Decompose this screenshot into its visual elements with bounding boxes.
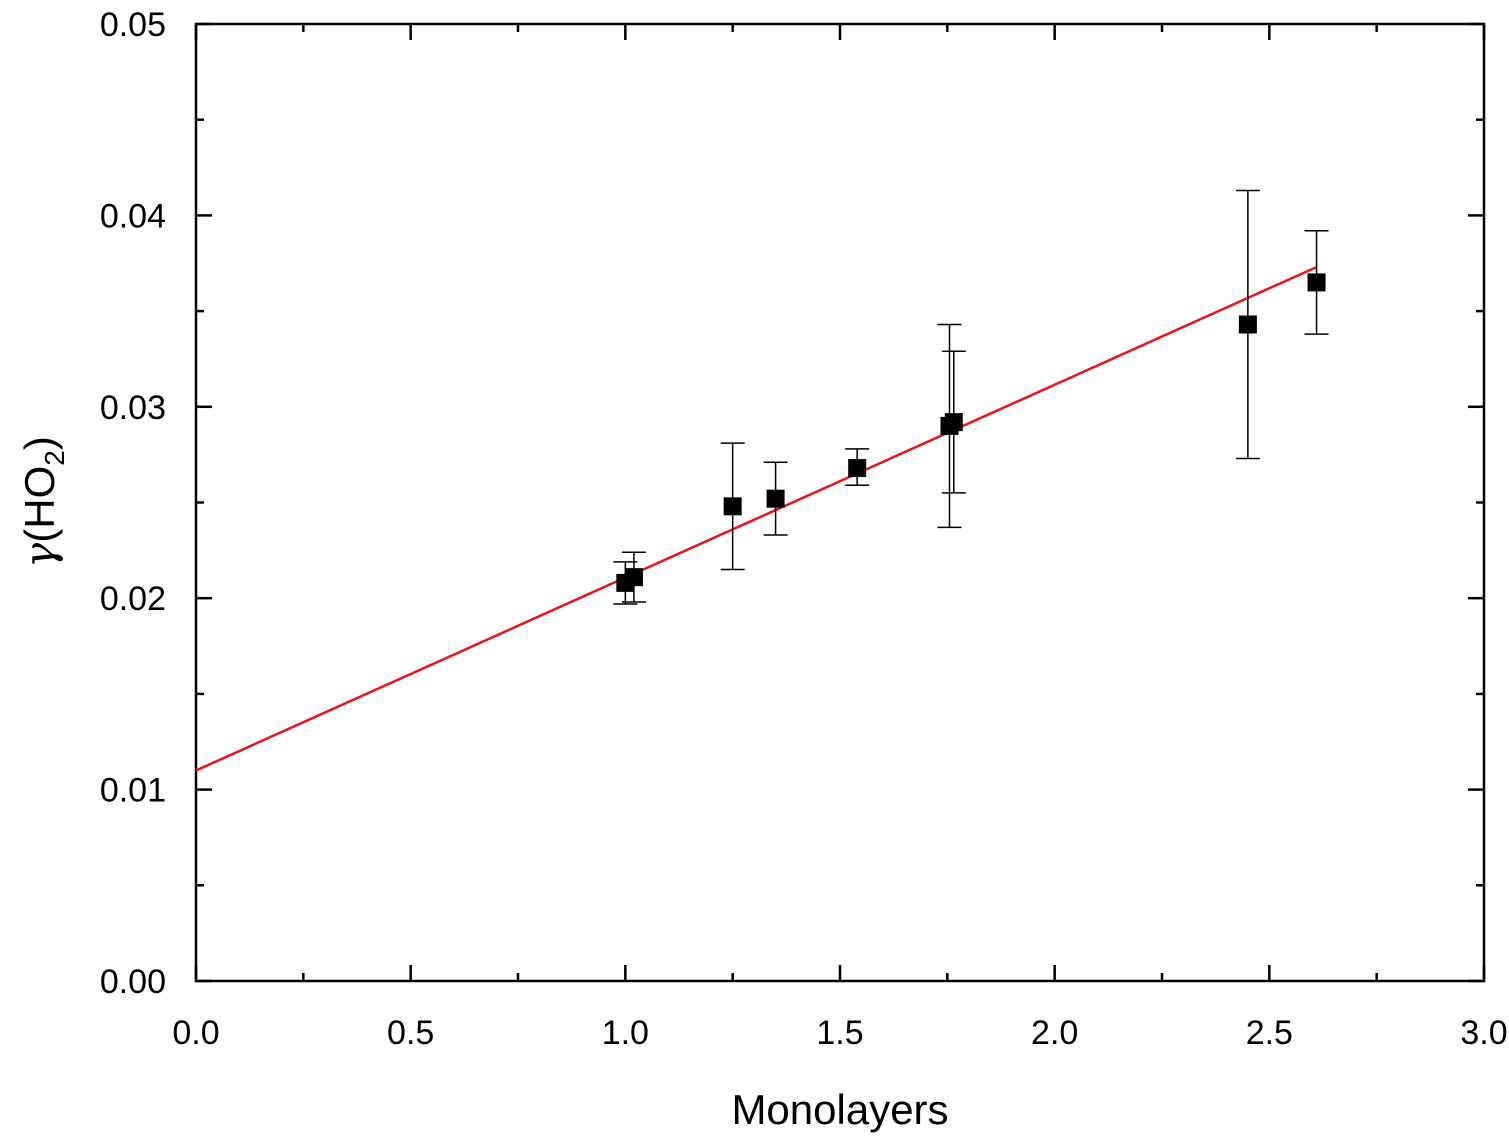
- x-tick-label: 0.5: [387, 1014, 434, 1052]
- y-tick-label: 0.00: [100, 963, 166, 1001]
- y-tick-label: 0.04: [100, 197, 166, 235]
- plot-frame: [194, 22, 1486, 983]
- x-tick-labels: 0.0 0.5 1.0 1.5 2.0 2.5 3.0: [172, 1014, 1507, 1052]
- y-tick-label: 0.02: [100, 580, 166, 618]
- fit-line: [195, 265, 1318, 772]
- y-tick-label: 0.03: [100, 389, 166, 427]
- y-axis-symbol: γ: [15, 542, 64, 568]
- data-point: [723, 497, 742, 516]
- data-point: [944, 413, 963, 432]
- x-axis-title: Monolayers: [731, 1086, 948, 1133]
- x-tick-label: 2.5: [1246, 1014, 1293, 1052]
- data-point: [1307, 273, 1326, 292]
- x-tick-label: 1.5: [816, 1014, 863, 1052]
- y-tick-labels: 0.00 0.01 0.02 0.03 0.04 0.05: [100, 6, 166, 1001]
- x-tick-label: 1.0: [602, 1014, 649, 1052]
- data-markers: [616, 273, 1326, 592]
- data-point: [766, 489, 785, 508]
- x-tick-label: 0.0: [172, 1014, 219, 1052]
- y-axis-subscript: 2: [39, 450, 70, 466]
- y-axis-label: HO: [16, 466, 63, 529]
- x-tick-label: 2.0: [1031, 1014, 1078, 1052]
- svg-text:γ(HO2): γ(HO2): [15, 436, 70, 568]
- error-bars: [613, 189, 1329, 605]
- data-point: [624, 568, 643, 587]
- data-point: [1238, 315, 1257, 334]
- y-tick-label: 0.05: [100, 6, 166, 44]
- y-tick-label: 0.01: [100, 772, 166, 810]
- y-axis-title: γ(HO2): [15, 436, 70, 568]
- axis-ticks: [194, 22, 1486, 983]
- x-tick-label: 3.0: [1460, 1014, 1507, 1052]
- data-point: [848, 459, 867, 478]
